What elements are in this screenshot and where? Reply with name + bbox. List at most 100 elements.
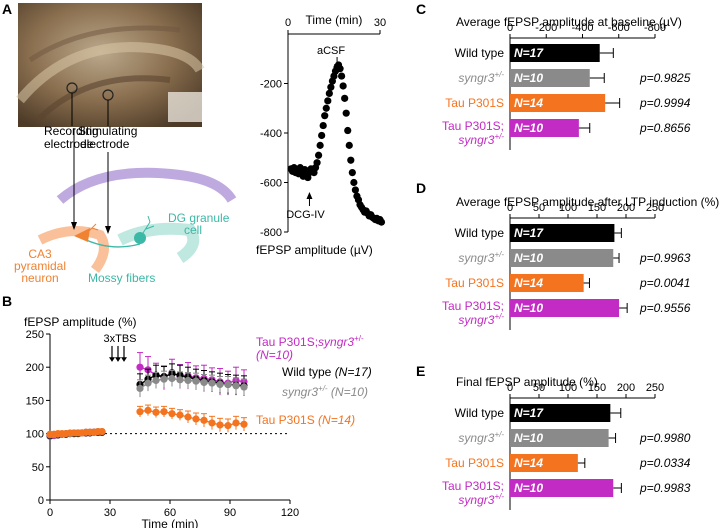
trace-point — [338, 72, 346, 80]
d-label-tau-double-syngr3: syngr3+/- — [458, 312, 504, 327]
d-label-tau-double: Tau P301S; — [442, 299, 504, 313]
trace-point — [313, 159, 321, 167]
c-label-syngr3: syngr3+/- — [458, 70, 504, 85]
b-data-point — [184, 413, 192, 421]
stimulating-electrode-label-1: Stimulating — [78, 124, 137, 138]
d-bar-n-label: N=17 — [514, 226, 544, 240]
e-label-syngr3: syngr3+/- — [458, 430, 504, 445]
d-x-tick-label: 100 — [559, 202, 577, 214]
b-data-point — [160, 408, 168, 416]
b-y-tick-label: 100 — [26, 429, 44, 441]
panel-a-label: A — [2, 1, 12, 17]
ltp-timecourse-chart: fEPSP amplitude (%) 0 50 100 150 200 250 0 30 60 9… — [24, 315, 372, 528]
b-stimulus-label: 3xTBS — [103, 333, 136, 345]
b-legend-tau-n: (N=14) — [318, 413, 355, 427]
d-label-syngr3-base: syngr3 — [458, 251, 494, 265]
e-x-tick-label: 250 — [646, 382, 664, 394]
d-bar-n-label: N=10 — [514, 301, 543, 315]
e-bar — [510, 454, 578, 472]
trace-y-tick-label: -200 — [260, 79, 282, 91]
panel-d-label: D — [416, 180, 426, 196]
e-bar — [510, 429, 609, 447]
trace-point — [345, 141, 353, 149]
trace-point — [341, 94, 349, 102]
d-bar-n-label: N=10 — [514, 251, 543, 265]
b-legend-wt-n: (N=17) — [335, 365, 372, 379]
d-label-wild-type: Wild type — [455, 226, 505, 240]
d-x-tick-label: 50 — [533, 202, 545, 214]
e-p-value: p=0.0334 — [639, 456, 691, 470]
ca3-label-2: pyramidal — [14, 259, 66, 273]
trace-point — [315, 151, 323, 159]
b-x-axis-title: Time (min) — [142, 517, 199, 528]
c-bar-n-label: N=10 — [514, 71, 543, 85]
trace-point — [347, 156, 355, 164]
b-y-tick-label: 0 — [38, 495, 44, 507]
b-data-point — [184, 376, 192, 385]
trace-point — [327, 83, 335, 91]
trace-y-axis-title: fEPSP amplitude (µV) — [256, 243, 373, 257]
b-data-point — [232, 382, 240, 390]
c-x-tick-label: 0 — [507, 22, 513, 34]
b-data-point — [168, 374, 176, 383]
final-amplitude-bar-chart: Final fEPSP amplitude (%)0 50 100 150 200 250… — [442, 375, 691, 510]
b-y-tick-label: 250 — [26, 329, 44, 341]
b-stimulus-arrowhead — [115, 357, 121, 362]
c-p-value: p=0.8656 — [639, 121, 691, 135]
d-p-value: p=0.0041 — [639, 276, 690, 290]
e-bar-n-label: N=10 — [514, 481, 543, 495]
b-data-point — [168, 410, 176, 418]
d-label-tau-double-syngr3-base: syngr3 — [458, 313, 494, 327]
d-x-tick-label: 200 — [617, 202, 635, 214]
b-data-point — [208, 419, 216, 427]
e-bar — [510, 479, 614, 497]
c-bar-n-label: N=14 — [514, 96, 543, 110]
trace-point — [322, 104, 330, 112]
e-x-tick-label: 200 — [617, 382, 635, 394]
trace-y-tick-label: -800 — [260, 227, 282, 239]
d-p-value: p=0.9556 — [639, 301, 691, 315]
b-y-tick-label: 50 — [32, 462, 44, 474]
e-title: Final fEPSP amplitude (%) — [456, 375, 598, 389]
e-label-syngr3-sup: +/- — [494, 430, 504, 439]
b-stimulus-arrowhead — [109, 357, 115, 362]
b-x-tick-label: 120 — [281, 507, 299, 519]
trace-title: Time (min) — [306, 13, 363, 27]
c-bar — [510, 119, 579, 137]
b-x-tick-label: 0 — [47, 507, 53, 519]
b-data-point — [136, 384, 144, 393]
e-label-tau-double-syngr3-base: syngr3 — [458, 493, 494, 507]
e-bar-n-label: N=17 — [514, 406, 544, 420]
b-data-point — [224, 380, 232, 389]
trace-point — [339, 82, 347, 90]
d-label-tau-double-syngr3-sup: +/- — [494, 312, 504, 321]
stimulating-electrode-label-2: electrode — [80, 137, 130, 151]
d-x-tick-label: 0 — [507, 202, 513, 214]
d-bar-n-label: N=14 — [514, 276, 543, 290]
d-bar — [510, 299, 620, 317]
b-data-point — [176, 411, 184, 419]
b-data-point — [152, 408, 160, 416]
b-legend-tau-syngr3-sup: +/- — [354, 334, 364, 343]
d-bar — [510, 224, 615, 242]
dg-label-1: DG granule — [168, 211, 230, 225]
trace-dcg-arrowhead — [306, 192, 313, 199]
e-label-tau-double-syngr3: syngr3+/- — [458, 492, 504, 507]
trace-point — [342, 109, 350, 117]
b-x-tick-label: 60 — [164, 507, 176, 519]
b-data-point — [240, 383, 248, 391]
trace-y-tick-label: -600 — [260, 178, 282, 190]
c-x-tick-label: -800 — [644, 22, 666, 34]
b-data-point — [200, 416, 208, 424]
c-bar — [510, 69, 590, 87]
trace-point — [377, 218, 386, 226]
e-p-value: p=0.9980 — [639, 431, 691, 445]
c-label-tau: Tau P301S — [445, 96, 504, 110]
trace-y-tick-label: -400 — [260, 128, 282, 140]
trace-x-tick-label: 30 — [374, 17, 386, 29]
b-data-point — [216, 380, 224, 389]
circuit-schematic — [37, 152, 237, 273]
e-label-syngr3-base: syngr3 — [458, 431, 494, 445]
trace-point — [324, 97, 332, 105]
e-x-tick-label: 0 — [507, 382, 513, 394]
